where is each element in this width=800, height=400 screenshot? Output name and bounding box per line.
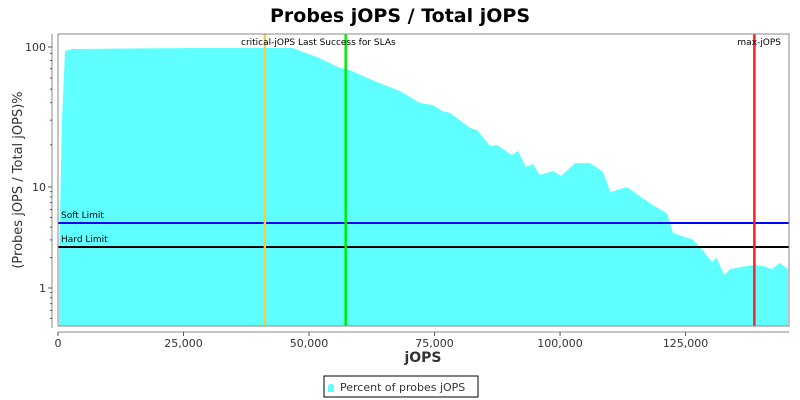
legend-box (323, 375, 479, 398)
legend-swatch (328, 383, 334, 392)
x-tick-label: 100,000 (537, 337, 583, 350)
legend: Percent of probes jOPS (323, 375, 479, 398)
max-jops-label: max-jOPS (737, 38, 781, 48)
x-axis-label: jOPS (403, 350, 441, 366)
x-tick-label: 50,000 (290, 337, 329, 350)
x-tick-label: 125,000 (663, 337, 709, 350)
legend-label: Percent of probes jOPS (340, 381, 465, 394)
series-area (59, 47, 788, 327)
x-tick-label: 25,000 (164, 337, 203, 350)
plot-border (57, 33, 790, 327)
y-axis-label: (Probes jOPS / Total jOPS)% (11, 91, 26, 268)
x-tick-label: 0 (55, 337, 62, 350)
soft-limit-label: Soft Limit (61, 211, 104, 221)
critical-jops-label: critical-jOPS Last Success for SLAs (241, 38, 396, 48)
y-tick-label: 1 (39, 282, 46, 295)
hard-limit-label: Hard Limit (61, 235, 108, 245)
plot-area: Soft Limit Hard Limit critical-jOPS Last S… (25, 33, 790, 350)
y-tick-label: 100 (25, 41, 46, 54)
x-tick-label: 75,000 (415, 337, 454, 350)
y-tick-label: 10 (32, 181, 46, 194)
chart-title: Probes jOPS / Total jOPS (270, 5, 530, 27)
